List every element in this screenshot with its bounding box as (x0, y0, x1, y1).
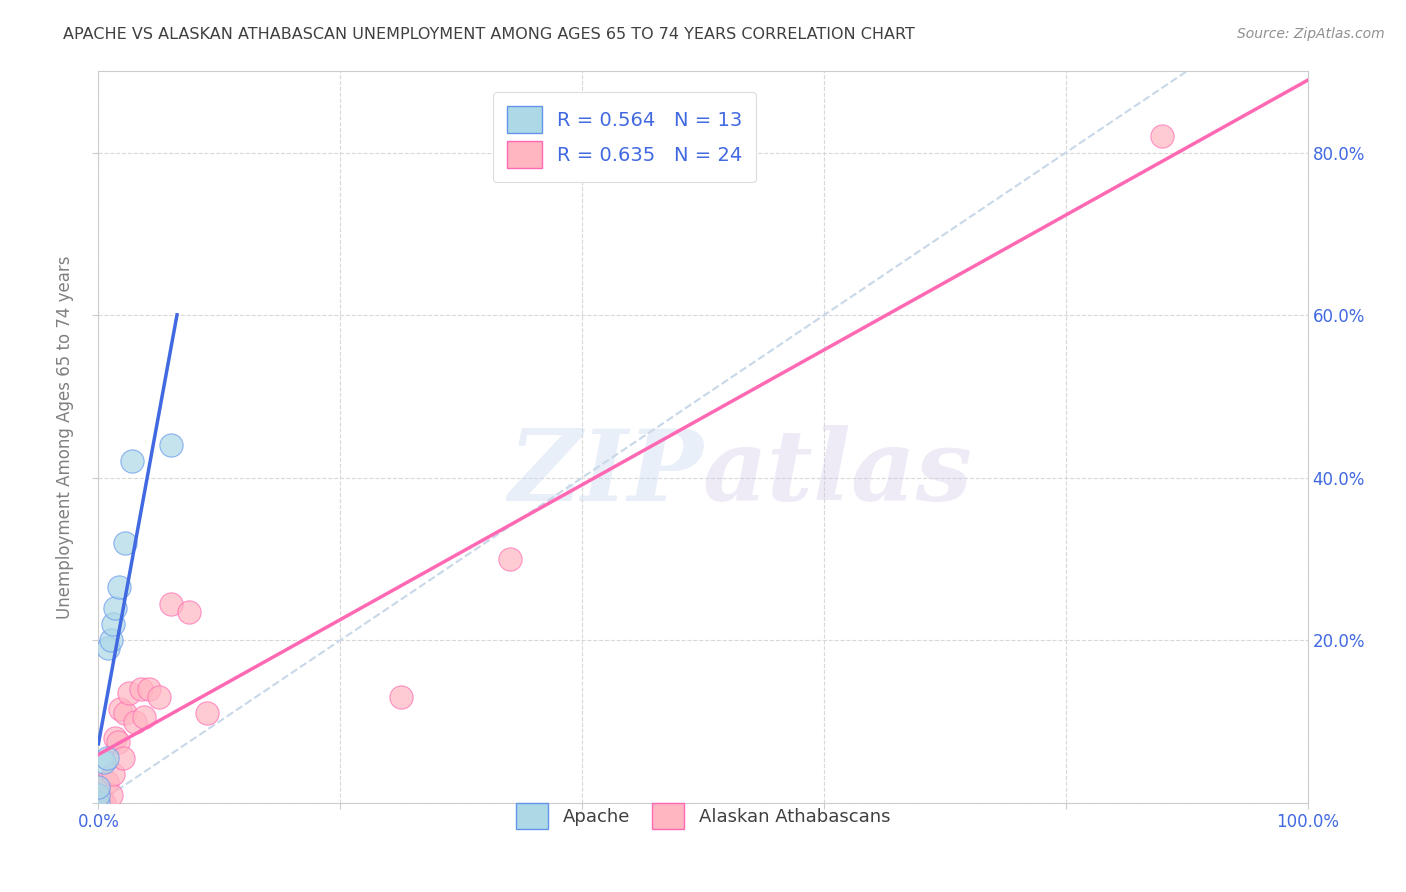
Point (179, 605, 201, 619)
Point (160, 597, 183, 611)
Point (114, 706, 136, 721)
Text: atlas: atlas (703, 425, 973, 522)
Point (87, 788, 110, 802)
Point (160, 438, 183, 452)
Point (104, 600, 127, 615)
Text: APACHE VS ALASKAN ATHABASCAN UNEMPLOYMENT AMONG AGES 65 TO 74 YEARS CORRELATION : APACHE VS ALASKAN ATHABASCAN UNEMPLOYMEN… (63, 27, 915, 42)
Point (118, 686, 141, 700)
Point (1152, 129, 1174, 144)
Point (96, 775, 118, 789)
Point (148, 690, 170, 705)
Point (93, 796, 115, 810)
Point (195, 706, 218, 721)
Point (87, 796, 110, 810)
Point (101, 767, 124, 781)
Point (107, 735, 129, 749)
Point (121, 454, 143, 468)
Point (389, 690, 412, 705)
Point (87, 796, 110, 810)
Text: Source: ZipAtlas.com: Source: ZipAtlas.com (1237, 27, 1385, 41)
Point (134, 710, 156, 724)
Point (108, 581, 131, 595)
Point (108, 702, 131, 716)
Point (111, 751, 134, 765)
Point (96, 751, 118, 765)
Point (100, 633, 122, 648)
Point (104, 731, 127, 745)
Legend: Apache, Alaskan Athabascans: Apache, Alaskan Athabascans (506, 794, 900, 838)
Point (129, 681, 152, 696)
Text: ZIP: ZIP (508, 425, 703, 522)
Point (138, 681, 160, 696)
Y-axis label: Unemployment Among Ages 65 to 74 years: Unemployment Among Ages 65 to 74 years (56, 255, 75, 619)
Point (100, 788, 122, 802)
Point (124, 714, 146, 729)
Point (114, 535, 136, 549)
Point (97, 641, 120, 656)
Point (90, 791, 112, 805)
Point (101, 617, 124, 632)
Point (87, 780, 110, 794)
Point (93, 755, 115, 769)
Point (87, 780, 110, 794)
Point (498, 552, 520, 566)
